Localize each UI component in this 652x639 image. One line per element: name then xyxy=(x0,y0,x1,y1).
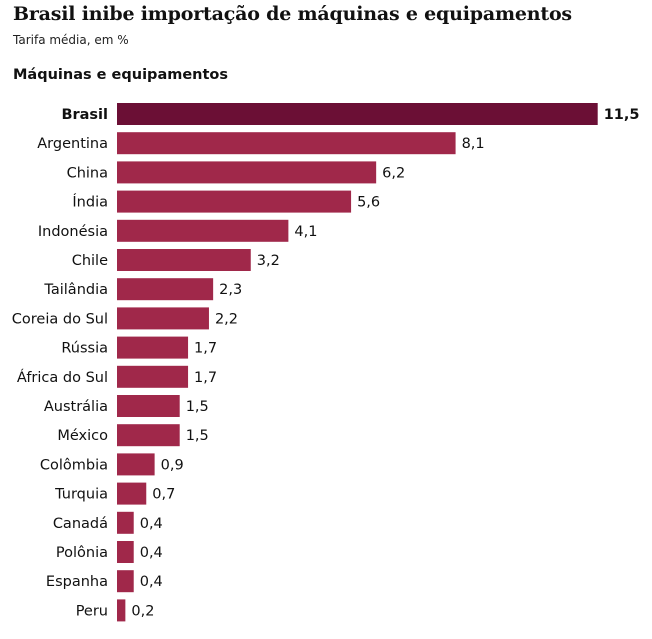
category-label-russia: Rússia xyxy=(61,341,108,357)
bar-canada xyxy=(117,511,134,534)
category-label-africa-do-sul: África do Sul xyxy=(17,369,108,386)
category-label-polonia: Polônia xyxy=(56,545,108,561)
value-label-colombia: 0,9 xyxy=(161,457,184,473)
value-label-indonesia: 4,1 xyxy=(294,224,317,240)
value-label-africa-do-sul: 1,7 xyxy=(194,370,217,386)
category-label-canada: Canadá xyxy=(53,516,108,532)
bar-australia xyxy=(117,395,180,417)
category-label-mexico: México xyxy=(57,428,108,444)
bar-russia xyxy=(117,336,189,359)
chart-title: Brasil inibe importação de máquinas e eq… xyxy=(13,3,572,25)
category-label-china: China xyxy=(67,165,108,181)
value-label-australia: 1,5 xyxy=(186,399,209,415)
value-label-tailandia: 2,3 xyxy=(219,282,242,298)
bar-indonesia xyxy=(117,219,289,242)
bar-mexico xyxy=(117,424,180,447)
bar-turquia xyxy=(117,482,147,505)
value-label-espanha: 0,4 xyxy=(140,574,163,590)
bar-argentina xyxy=(117,132,456,155)
value-label-coreia-do-sul: 2,2 xyxy=(215,311,238,327)
value-label-china: 6,2 xyxy=(382,165,405,181)
bar-colombia xyxy=(117,453,155,476)
bar-espanha xyxy=(117,570,134,593)
value-label-india: 5,6 xyxy=(357,195,380,211)
bar-polonia xyxy=(117,541,134,563)
chart-subtitle: Tarifa média, em % xyxy=(13,33,129,47)
bar-peru xyxy=(117,599,126,622)
bar-chile xyxy=(117,249,251,271)
category-label-australia: Austrália xyxy=(44,399,108,415)
value-label-canada: 0,4 xyxy=(140,516,163,532)
value-label-russia: 1,7 xyxy=(194,341,217,357)
category-label-colombia: Colômbia xyxy=(40,457,108,473)
category-label-argentina: Argentina xyxy=(37,136,108,152)
category-label-chile: Chile xyxy=(72,253,108,269)
bar-tailandia xyxy=(117,278,214,301)
value-label-polonia: 0,4 xyxy=(140,545,163,561)
category-label-indonesia: Indonésia xyxy=(38,224,108,240)
category-label-espanha: Espanha xyxy=(46,574,108,590)
value-label-turquia: 0,7 xyxy=(152,487,175,503)
bar-brasil xyxy=(117,103,598,125)
value-label-argentina: 8,1 xyxy=(462,136,485,152)
value-label-chile: 3,2 xyxy=(257,253,280,269)
category-label-india: Índia xyxy=(72,194,108,211)
category-label-turquia: Turquia xyxy=(54,487,108,503)
category-label-tailandia: Tailândia xyxy=(43,282,108,298)
value-label-brasil: 11,5 xyxy=(604,107,640,123)
bar-china xyxy=(117,161,377,184)
bar-india xyxy=(117,190,352,213)
bar-coreia-do-sul xyxy=(117,307,209,330)
category-label-peru: Peru xyxy=(76,603,108,619)
category-label-coreia-do-sul: Coreia do Sul xyxy=(12,311,108,327)
category-label-brasil: Brasil xyxy=(61,107,108,123)
value-label-peru: 0,2 xyxy=(131,603,154,619)
bar-africa-do-sul xyxy=(117,365,189,388)
value-label-mexico: 1,5 xyxy=(186,428,209,444)
section-title: Máquinas e equipamentos xyxy=(13,67,229,83)
